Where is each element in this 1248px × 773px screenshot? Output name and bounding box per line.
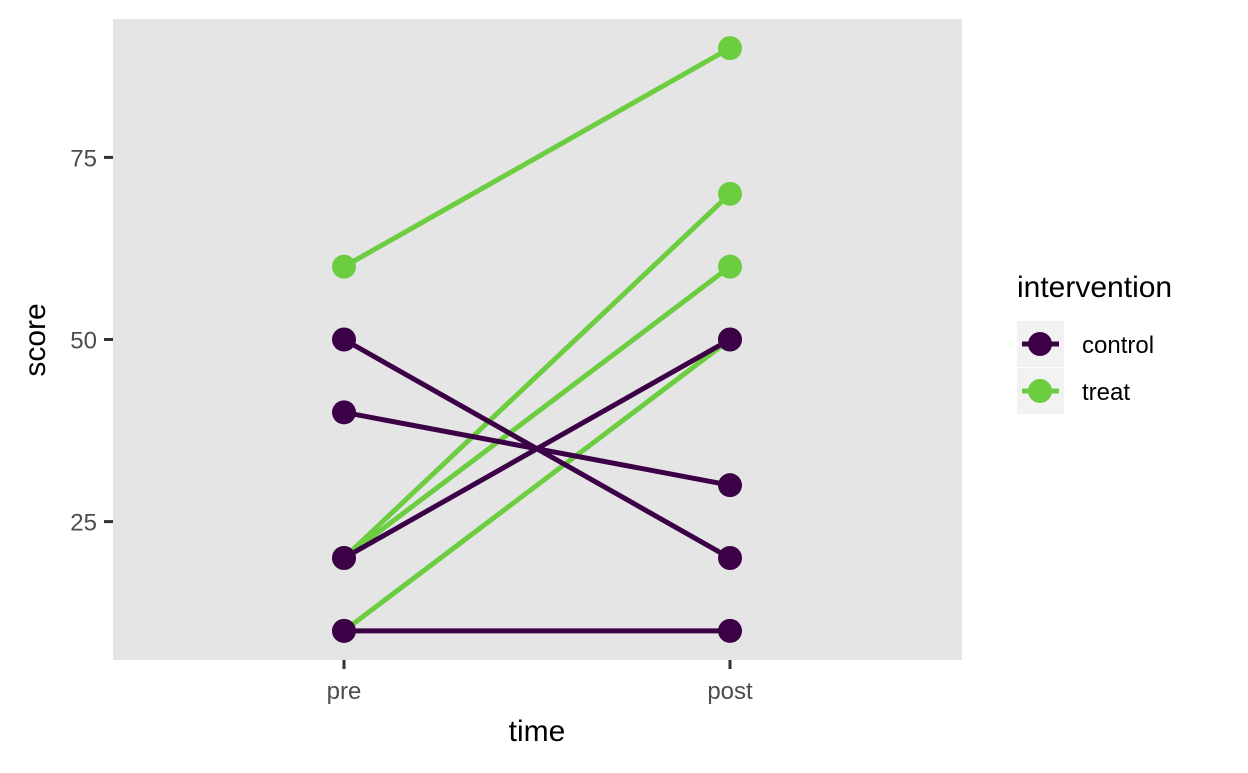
series-line-treat-1 [342, 45, 732, 269]
legend-label-control: control [1082, 332, 1154, 359]
legend-label-treat: treat [1082, 379, 1130, 406]
point-control-5-pre [332, 618, 356, 643]
x-axis: pre post [327, 660, 753, 705]
point-control-6-post [718, 546, 742, 571]
y-tick-label-75: 75 [70, 145, 97, 172]
y-tick-label-50: 50 [70, 328, 97, 355]
legend-key-point-treat [1028, 379, 1052, 403]
x-axis-title: time [509, 715, 566, 748]
point-control-6-pre [332, 327, 356, 352]
point-control-8-post [718, 327, 742, 352]
data-marks [332, 36, 742, 643]
series-line-treat-4 [342, 337, 732, 633]
legend: intervention control treat [1017, 271, 1172, 414]
point-treat-2-post [718, 181, 742, 206]
x-tick-label-post: post [707, 678, 753, 705]
point-control-7-pre [332, 400, 356, 425]
point-treat-1-post [718, 36, 742, 61]
point-treat-3-post [718, 254, 742, 279]
y-axis: 25 50 75 [70, 145, 113, 537]
legend-key-point-control [1028, 332, 1052, 356]
plot-panel [113, 19, 962, 660]
y-axis-title: score [19, 303, 52, 376]
series-line-treat-3 [342, 264, 732, 561]
series-line-control-8 [342, 337, 732, 561]
legend-title: intervention [1017, 271, 1172, 304]
point-control-8-pre [332, 546, 356, 571]
series-line-treat-2 [342, 191, 732, 560]
point-control-5-post [718, 618, 742, 643]
y-tick-label-25: 25 [70, 510, 97, 537]
x-tick-label-pre: pre [327, 678, 362, 705]
point-control-7-post [718, 473, 742, 498]
point-treat-1-pre [332, 254, 356, 279]
